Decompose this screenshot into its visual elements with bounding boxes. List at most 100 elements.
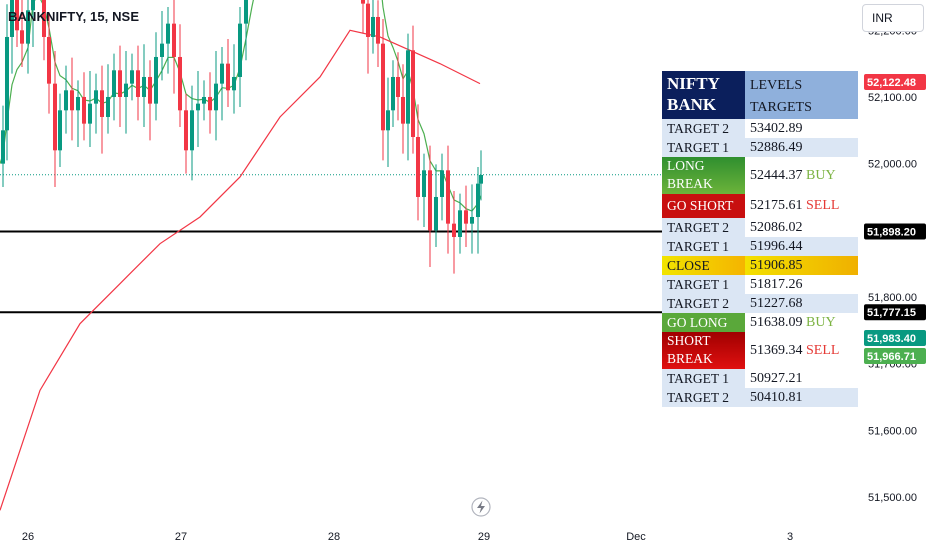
candle-body xyxy=(422,170,426,197)
price-tag xyxy=(864,304,926,321)
price-tag xyxy=(864,223,926,240)
candle-body xyxy=(452,223,456,237)
candle-body xyxy=(160,43,164,57)
level-value-cell: 50927.21 xyxy=(745,369,858,388)
price-tag-label: 51,777.15 xyxy=(867,307,916,319)
levels-table-header: NIFTY BANK LEVELS TARGETS xyxy=(662,71,858,119)
levels-row: LONG BREAK 52444.37 BUY xyxy=(662,157,858,194)
level-value-cell: 51817.26 xyxy=(745,275,858,294)
price-tag-label: 52,122.48 xyxy=(867,77,916,89)
level-label: TARGET 2 xyxy=(662,388,745,407)
signal-label: BUY xyxy=(806,314,836,330)
candle-body xyxy=(20,30,24,44)
level-value: 51369.34 xyxy=(750,342,803,358)
level-value-cell: 51906.85 xyxy=(745,256,858,275)
candle-body xyxy=(10,0,14,37)
levels-row: CLOSE 51906.85 xyxy=(662,256,858,275)
level-value-cell: 53402.89 xyxy=(745,119,858,138)
candle-body xyxy=(232,76,236,91)
level-label: GO LONG xyxy=(662,313,745,332)
candle-body xyxy=(196,103,200,111)
price-tags: 52,761.3052,390.3052,122.4851,983.4051,9… xyxy=(864,73,926,364)
moving-averages xyxy=(0,0,482,511)
levels-row: GO SHORT 52175.61 SELL xyxy=(662,194,858,218)
levels-table: NIFTY BANK LEVELS TARGETS TARGET 2 53402.… xyxy=(662,71,858,407)
symbol-title: BANKNIFTY, 15, NSE xyxy=(8,9,140,24)
levels-row: TARGET 1 51817.26 xyxy=(662,275,858,294)
level-label: TARGET 2 xyxy=(662,294,745,313)
time-axis[interactable]: 26 27 28 29 Dec 3 xyxy=(22,531,793,543)
signal-label: SELL xyxy=(806,198,840,213)
candle-body xyxy=(244,0,248,24)
candle-body xyxy=(458,210,462,237)
candle-body xyxy=(396,76,400,97)
level-value-cell: 51638.09 BUY xyxy=(745,313,858,332)
candle-body xyxy=(391,76,395,111)
x-tick-label: 26 xyxy=(22,531,34,543)
candle-body xyxy=(464,210,468,224)
candle-body xyxy=(172,23,176,57)
candle-body xyxy=(64,90,68,111)
candle-body xyxy=(88,103,92,124)
level-value-cell: 52086.02 xyxy=(745,218,858,237)
ema-slow-line xyxy=(0,29,481,511)
candle-body xyxy=(214,83,218,111)
replay-icon[interactable] xyxy=(471,497,491,517)
x-tick-label: 27 xyxy=(175,531,187,543)
candle-body xyxy=(476,183,480,217)
level-value-cell: 51996.44 xyxy=(745,237,858,256)
level-value: 50410.81 xyxy=(750,389,803,405)
level-value: 52086.02 xyxy=(750,219,803,235)
candle-body xyxy=(416,136,420,197)
price-tag xyxy=(864,348,926,364)
level-label: TARGET 1 xyxy=(662,138,745,157)
levels-row: GO LONG 51638.09 BUY xyxy=(662,313,858,332)
candle-body xyxy=(154,56,158,104)
candle-body xyxy=(238,23,242,77)
candle-body xyxy=(446,170,450,224)
signal-label: SELL xyxy=(806,342,840,358)
candle-body xyxy=(208,96,212,111)
levels-row: SHORT BREAK 51369.34 SELL xyxy=(662,332,858,369)
candle-body xyxy=(386,110,390,131)
candle-body xyxy=(15,0,19,31)
level-value-cell: 52175.61 SELL xyxy=(745,194,858,218)
candle-body xyxy=(31,0,35,11)
candle-body xyxy=(47,36,51,84)
level-value: 51996.44 xyxy=(750,238,803,254)
candle-body xyxy=(479,174,483,184)
candle-body xyxy=(366,3,370,37)
candle-body xyxy=(58,110,62,151)
currency-selector[interactable]: INR xyxy=(862,4,924,32)
y-tick-label: 51,500.00 xyxy=(868,492,917,504)
level-value-cell: 52886.49 xyxy=(745,138,858,157)
level-value: 50927.21 xyxy=(750,370,803,386)
candle-body xyxy=(124,83,128,97)
candle-body xyxy=(434,196,438,231)
levels-row: TARGET 1 51996.44 xyxy=(662,237,858,256)
x-tick-label: Dec xyxy=(626,531,646,543)
level-value-cell: 51227.68 xyxy=(745,294,858,313)
y-tick-label: 51,600.00 xyxy=(868,425,917,437)
level-label: TARGET 2 xyxy=(662,218,745,237)
price-tag-label: 51,966.71 xyxy=(867,351,916,363)
candle-body xyxy=(5,36,9,131)
candle-body xyxy=(184,110,188,151)
candle-body xyxy=(118,70,122,97)
candle-body xyxy=(70,90,74,111)
price-tag xyxy=(864,330,926,346)
candle-body xyxy=(1,130,5,164)
level-value: 51817.26 xyxy=(750,276,803,292)
candle-body xyxy=(381,43,385,131)
level-label: GO SHORT xyxy=(662,194,745,218)
levels-row: TARGET 2 52086.02 xyxy=(662,218,858,237)
candle-body xyxy=(42,0,46,37)
candles xyxy=(1,0,483,274)
x-tick-label: 3 xyxy=(787,531,793,543)
candle-body xyxy=(142,76,146,97)
candle-body xyxy=(166,23,170,44)
targets-heading: TARGETS xyxy=(750,100,812,115)
candle-body xyxy=(100,90,104,117)
candle-body xyxy=(376,16,380,44)
